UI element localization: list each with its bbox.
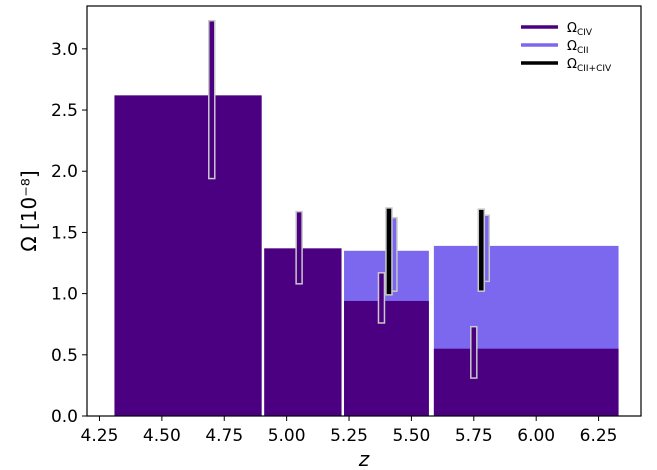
x-tick-label: 5.75 bbox=[455, 426, 493, 446]
x-tick-label: 6.25 bbox=[580, 426, 618, 446]
x-tick-label: 4.50 bbox=[143, 426, 181, 446]
y-tick-label: 1.0 bbox=[51, 285, 78, 305]
x-tick-label: 5.00 bbox=[268, 426, 306, 446]
bar-civ-2 bbox=[344, 300, 429, 416]
y-tick-label: 3.0 bbox=[51, 40, 78, 60]
y-tick-label: 0.0 bbox=[51, 407, 78, 427]
errorbars-layer bbox=[208, 19, 491, 379]
x-tick-label: 4.25 bbox=[81, 426, 119, 446]
errorbar-civ-1 bbox=[295, 210, 303, 285]
legend-label: ΩCII+CIV bbox=[567, 57, 612, 74]
bars-layer bbox=[114, 95, 619, 416]
errorbar-cii-civ-0 bbox=[385, 207, 393, 296]
y-tick-label: 0.5 bbox=[51, 346, 78, 366]
errorbar-cii-civ-1 bbox=[477, 208, 486, 292]
x-axis: 4.25 4.50 4.75 5.00 5.25 5.50 5.75 6.00 6.25 bbox=[81, 416, 618, 446]
errorbar-civ-0 bbox=[208, 19, 216, 180]
bar-civ-0 bbox=[114, 95, 262, 416]
x-axis-label: z bbox=[358, 447, 370, 470]
legend-label: ΩCIV bbox=[567, 21, 593, 38]
x-tick-label: 6.00 bbox=[517, 426, 555, 446]
errorbar-civ-2 bbox=[377, 272, 386, 324]
bar-civ-3 bbox=[433, 348, 619, 416]
y-tick-label: 1.5 bbox=[51, 223, 78, 243]
x-tick-label: 5.25 bbox=[330, 426, 368, 446]
y-tick-label: 2.5 bbox=[51, 101, 78, 121]
x-tick-label: 4.75 bbox=[205, 426, 243, 446]
y-tick-label: 2.0 bbox=[51, 162, 78, 182]
legend-label: ΩCII bbox=[567, 39, 589, 56]
x-tick-label: 5.50 bbox=[392, 426, 430, 446]
plot-frame bbox=[86, 5, 642, 417]
y-axis-label: Ω [10⁻⁸] bbox=[17, 170, 41, 251]
y-axis: 0.0 0.5 1.0 1.5 2.0 2.5 3.0 bbox=[51, 40, 87, 427]
errorbar-civ-3 bbox=[470, 325, 478, 379]
